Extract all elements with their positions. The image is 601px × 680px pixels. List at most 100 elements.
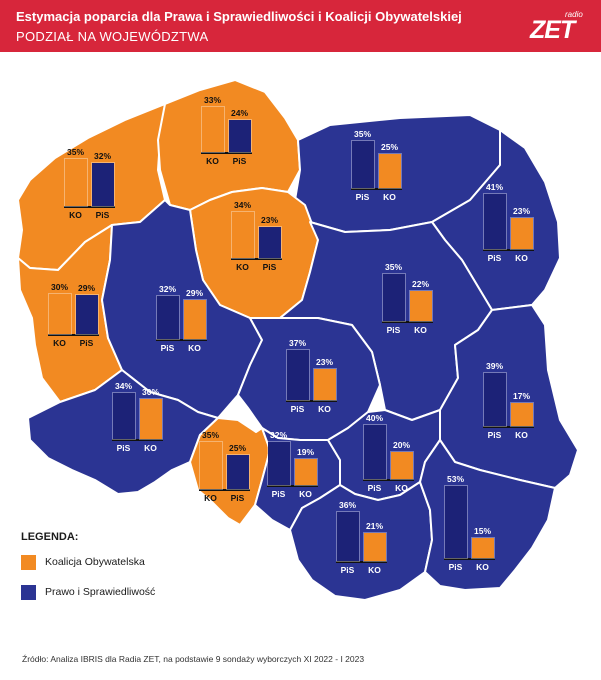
radio-zet-logo: radio ZET xyxy=(530,10,590,46)
pct-label-pomorskie-pis: 24% xyxy=(230,107,248,118)
pct-label-podlaskie-pis: 41% xyxy=(485,181,503,192)
party-label-dolnoslaskie-pis: PiS xyxy=(116,443,131,453)
header-banner: Estymacja poparcia dla Prawa i Sprawiedl… xyxy=(0,0,601,52)
baseline-warminsko xyxy=(350,188,402,190)
bar-lodzkie-pis xyxy=(285,349,310,401)
bar-lubuskie-pis xyxy=(74,293,99,335)
pct-label-wielkopolskie-pis: 32% xyxy=(158,283,176,294)
party-label-zachodniopomorskie-pis: PiS xyxy=(95,210,110,220)
baseline-slaskie xyxy=(266,485,318,487)
bar-swietokrzyskie-ko xyxy=(389,451,414,480)
party-label-podkarpackie-ko: KO xyxy=(476,562,489,572)
pct-label-kujawsko-pis: 23% xyxy=(260,214,278,225)
bar-zachodniopomorskie-ko xyxy=(63,157,88,208)
party-label-lubelskie-pis: PiS xyxy=(487,430,502,440)
party-label-warminsko-ko: KO xyxy=(383,192,396,202)
bar-slaskie-ko xyxy=(293,458,318,486)
baseline-swietokrzyskie xyxy=(362,479,414,481)
pct-label-kujawsko-ko: 34% xyxy=(233,200,251,211)
bar-pomorskie-pis xyxy=(227,118,252,153)
pct-label-dolnoslaskie-ko: 30% xyxy=(141,386,159,397)
party-label-swietokrzyskie-pis: PiS xyxy=(367,483,382,493)
baseline-kujawsko xyxy=(230,258,282,260)
bar-opolskie-ko xyxy=(198,440,223,491)
baseline-lubelskie xyxy=(482,426,534,428)
pct-label-pomorskie-ko: 33% xyxy=(203,95,221,106)
legend-swatch-ko xyxy=(21,555,36,570)
bar-dolnoslaskie-pis xyxy=(111,392,136,440)
party-label-mazowieckie-ko: KO xyxy=(414,325,427,335)
pct-label-lubuskie-ko: 30% xyxy=(50,281,68,292)
party-label-lubelskie-ko: KO xyxy=(515,430,528,440)
baseline-podlaskie xyxy=(482,249,534,251)
legend-label-ko: Koalicja Obywatelska xyxy=(45,556,145,568)
baseline-opolskie xyxy=(198,489,250,491)
pct-label-slaskie-ko: 19% xyxy=(296,447,314,458)
bar-malopolskie-pis xyxy=(335,511,360,562)
bar-mazowieckie-pis xyxy=(381,272,406,323)
pct-label-swietokrzyskie-ko: 20% xyxy=(392,440,410,450)
baseline-wielkopolskie xyxy=(155,339,207,341)
pct-label-mazowieckie-pis: 35% xyxy=(384,261,402,272)
pct-label-opolskie-pis: 25% xyxy=(228,443,246,454)
party-label-pomorskie-pis: PiS xyxy=(232,156,247,166)
baseline-pomorskie xyxy=(200,152,252,154)
party-label-malopolskie-ko: KO xyxy=(368,565,381,575)
bar-lubelskie-pis xyxy=(482,372,507,427)
pct-label-mazowieckie-ko: 22% xyxy=(411,279,429,290)
legend-swatch-pis xyxy=(21,585,36,600)
bar-zachodniopomorskie-pis xyxy=(90,161,115,207)
party-label-kujawsko-pis: PiS xyxy=(262,262,277,272)
pct-label-zachodniopomorskie-ko: 35% xyxy=(66,146,84,157)
baseline-dolnoslaskie xyxy=(111,439,163,441)
bar-wielkopolskie-pis xyxy=(155,294,180,340)
party-label-zachodniopomorskie-ko: KO xyxy=(69,210,82,220)
baseline-lodzkie xyxy=(285,400,337,402)
baseline-zachodniopomorskie xyxy=(63,206,115,208)
pct-label-podkarpackie-ko: 15% xyxy=(473,525,491,536)
party-label-dolnoslaskie-ko: KO xyxy=(144,443,157,453)
map-subtitle: PODZIAŁ NA WOJEWÓDZTWA xyxy=(16,29,209,44)
baseline-malopolskie xyxy=(335,561,387,563)
party-label-swietokrzyskie-ko: KO xyxy=(395,483,408,493)
pct-label-malopolskie-ko: 21% xyxy=(365,520,383,531)
pct-label-malopolskie-pis: 36% xyxy=(338,500,356,511)
pct-label-podlaskie-ko: 23% xyxy=(512,205,530,216)
logo-radio-text: radio xyxy=(565,10,583,19)
bar-podlaskie-ko xyxy=(509,216,534,250)
party-label-lodzkie-ko: KO xyxy=(318,404,331,414)
legend-title: LEGENDA: xyxy=(21,531,79,543)
party-label-wielkopolskie-ko: KO xyxy=(188,343,201,353)
pct-label-slaskie-pis: 32% xyxy=(269,429,287,440)
pct-label-lubelskie-ko: 17% xyxy=(512,391,530,402)
bar-podkarpackie-pis xyxy=(443,485,468,559)
bar-pomorskie-ko xyxy=(200,106,225,153)
bar-kujawsko-ko xyxy=(230,211,255,259)
party-label-podlaskie-pis: PiS xyxy=(487,253,502,263)
party-label-mazowieckie-pis: PiS xyxy=(386,325,401,335)
bar-opolskie-pis xyxy=(225,454,250,490)
bar-lodzkie-ko xyxy=(312,367,337,401)
bar-mazowieckie-ko xyxy=(408,290,433,322)
party-label-malopolskie-pis: PiS xyxy=(340,565,355,575)
party-label-opolskie-ko: KO xyxy=(204,493,217,503)
pct-label-zachodniopomorskie-pis: 32% xyxy=(93,150,111,161)
bar-warminsko-pis xyxy=(350,139,375,190)
legend-label-pis: Prawo i Sprawiedliwość xyxy=(45,586,156,598)
bar-dolnoslaskie-ko xyxy=(138,397,163,440)
party-label-kujawsko-ko: KO xyxy=(236,262,249,272)
bar-warminsko-ko xyxy=(377,153,402,189)
party-label-opolskie-pis: PiS xyxy=(230,493,245,503)
party-label-podlaskie-ko: KO xyxy=(515,253,528,263)
party-label-slaskie-pis: PiS xyxy=(271,489,286,499)
baseline-mazowieckie xyxy=(381,321,433,323)
bar-lubelskie-ko xyxy=(509,402,534,427)
party-label-podkarpackie-pis: PiS xyxy=(448,562,463,572)
bar-wielkopolskie-ko xyxy=(182,298,207,340)
pct-label-podkarpackie-pis: 53% xyxy=(446,474,464,485)
party-label-lubuskie-ko: KO xyxy=(53,338,66,348)
bar-podkarpackie-ko xyxy=(470,536,495,560)
pct-label-lodzkie-pis: 37% xyxy=(288,338,306,349)
bar-podlaskie-pis xyxy=(482,192,507,250)
pct-label-lubuskie-pis: 29% xyxy=(77,282,95,293)
